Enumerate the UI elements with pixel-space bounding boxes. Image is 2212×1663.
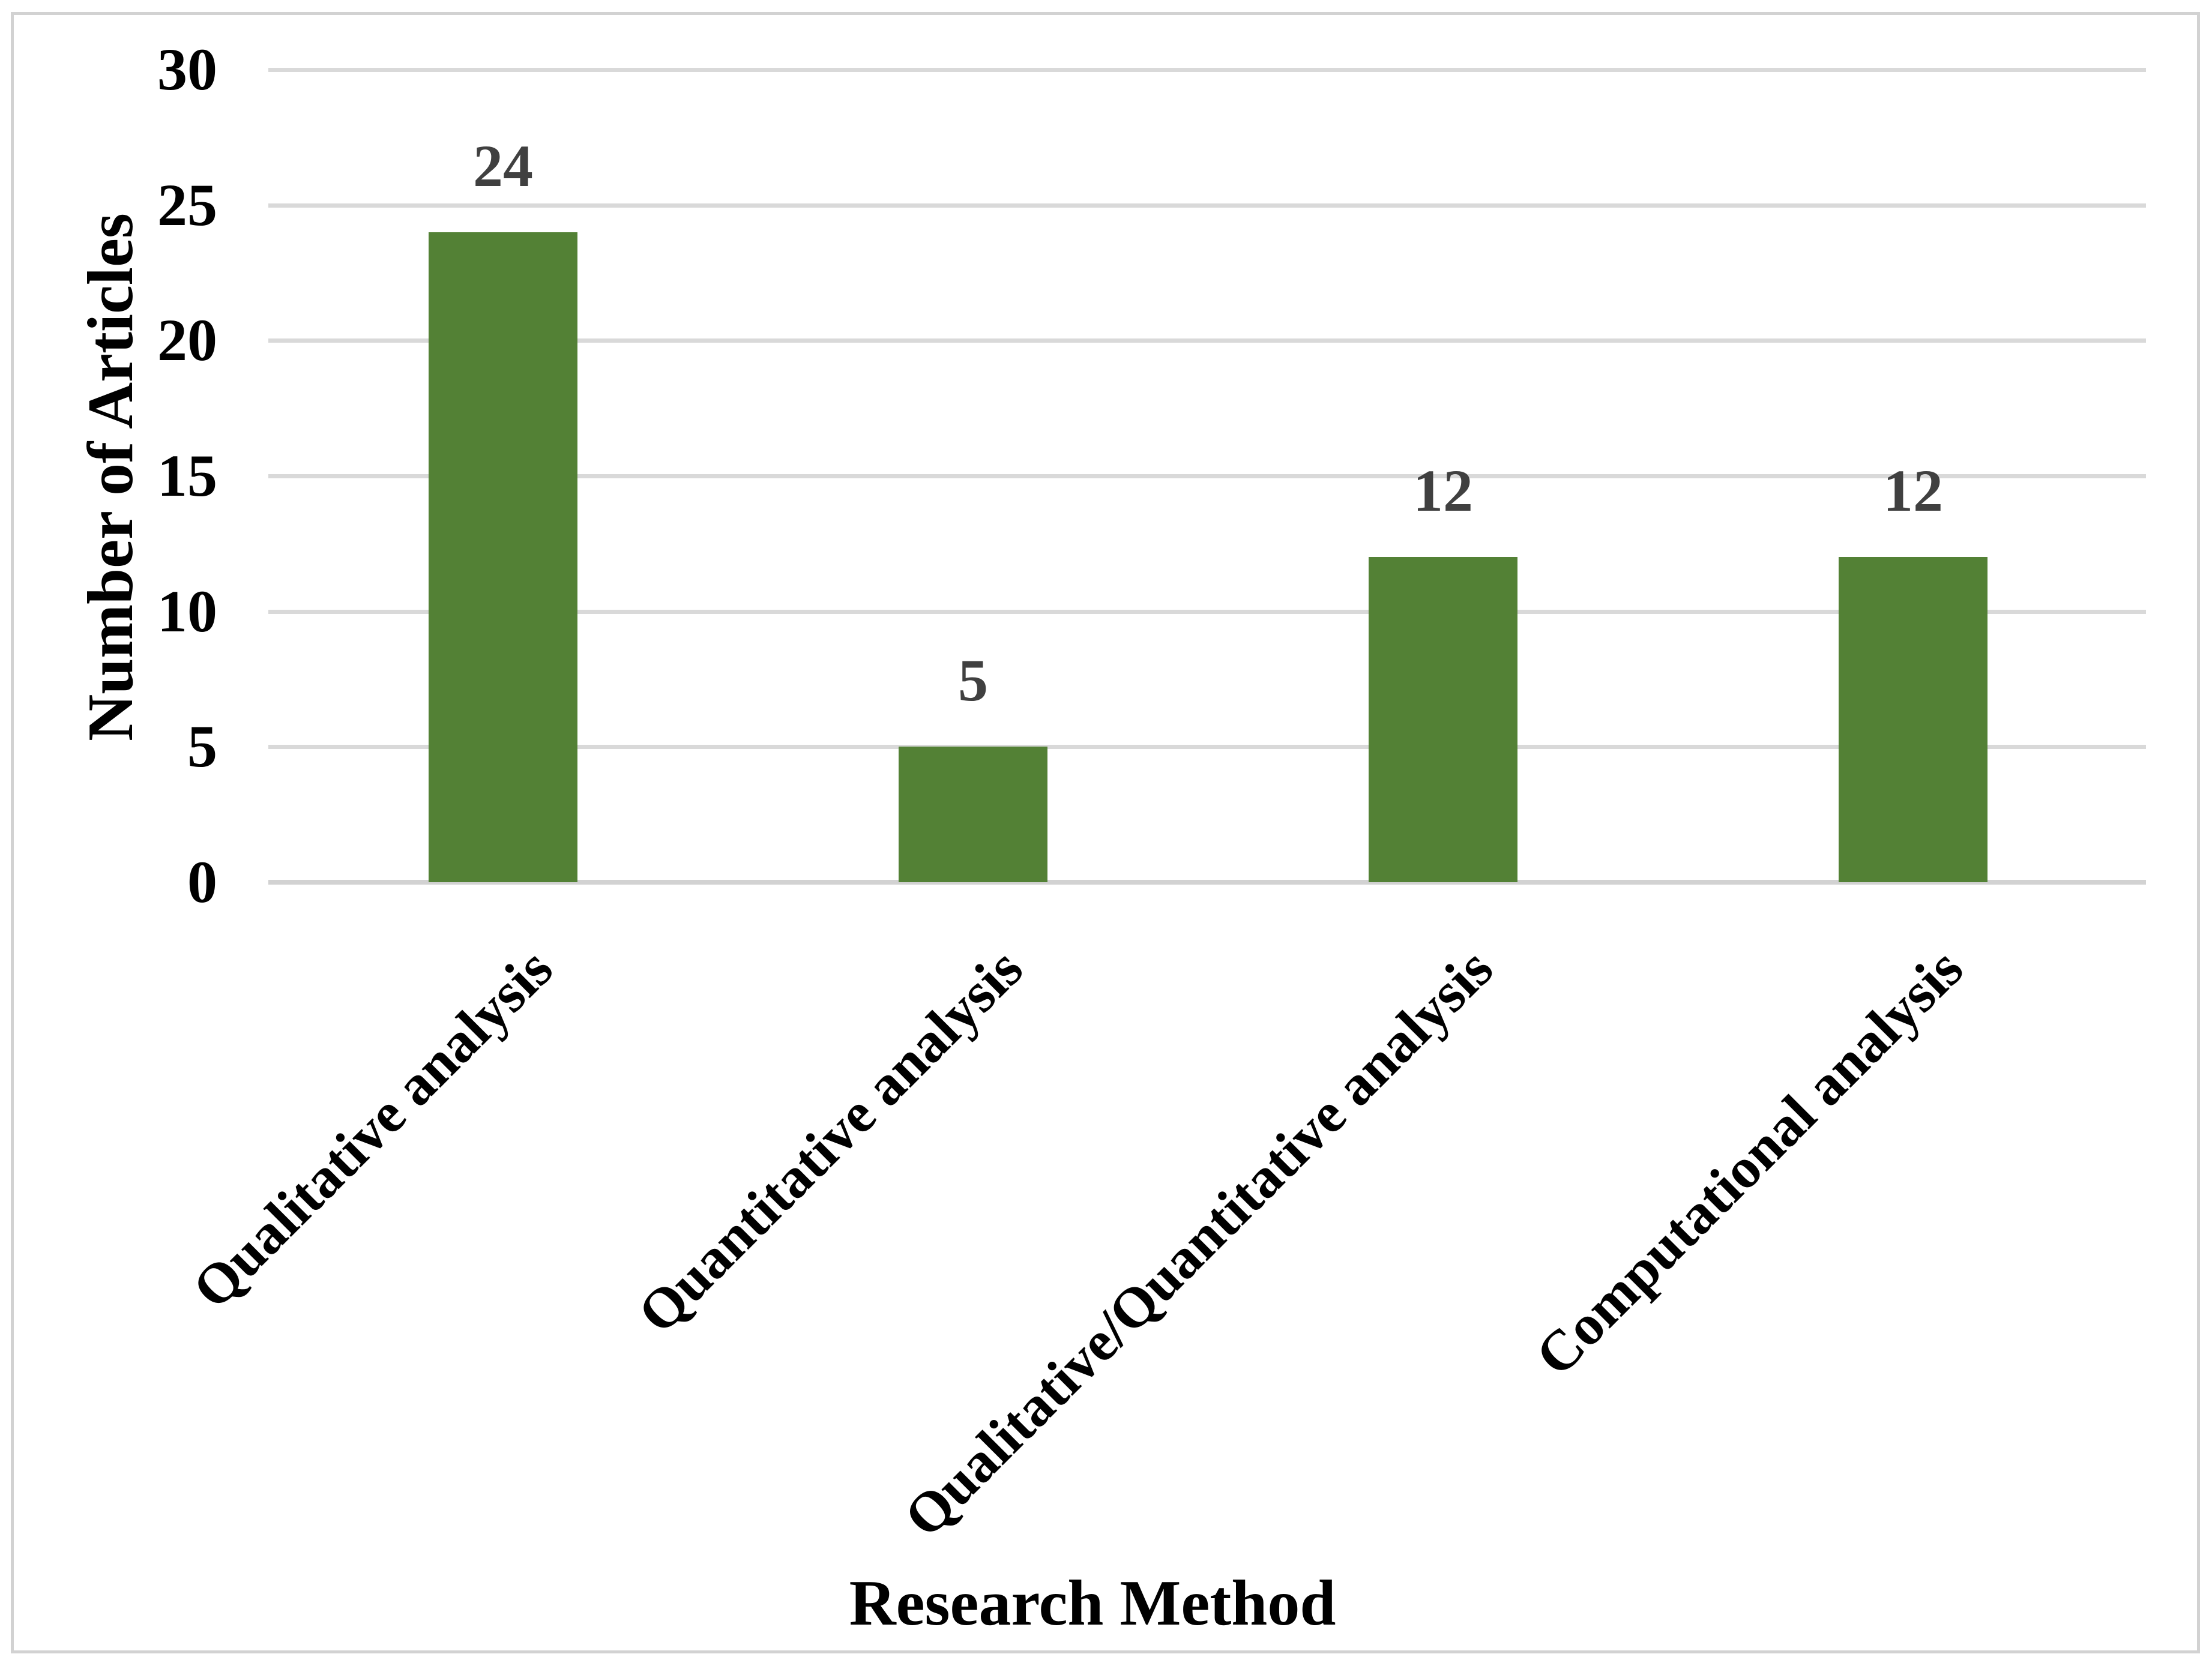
gridline-30	[268, 68, 2146, 72]
bar	[899, 747, 1047, 882]
gridline-25	[268, 203, 2146, 208]
y-tick-label: 25	[157, 172, 217, 238]
bar	[1839, 557, 1987, 882]
bar	[429, 232, 577, 882]
bar	[1369, 557, 1517, 882]
y-axis-title: Number of Articles	[75, 213, 146, 741]
x-axis-title: Research Method	[849, 1568, 1336, 1639]
y-tick-label: 10	[157, 578, 217, 645]
y-tick-label: 30	[157, 36, 217, 103]
gridline-5	[268, 745, 2146, 749]
y-tick-label: 15	[157, 442, 217, 509]
x-axis-line	[268, 880, 2146, 885]
chart-frame	[11, 12, 2200, 1653]
gridline-20	[268, 338, 2146, 343]
bar-value-label: 12	[1413, 457, 1473, 524]
gridline-10	[268, 610, 2146, 614]
bar-value-label: 5	[958, 647, 988, 714]
y-tick-label: 20	[157, 307, 217, 373]
y-tick-label: 5	[187, 713, 217, 780]
y-tick-label: 0	[187, 849, 217, 915]
gridline-15	[268, 474, 2146, 478]
bar-value-label: 24	[473, 133, 533, 199]
bar-value-label: 12	[1883, 457, 1943, 524]
